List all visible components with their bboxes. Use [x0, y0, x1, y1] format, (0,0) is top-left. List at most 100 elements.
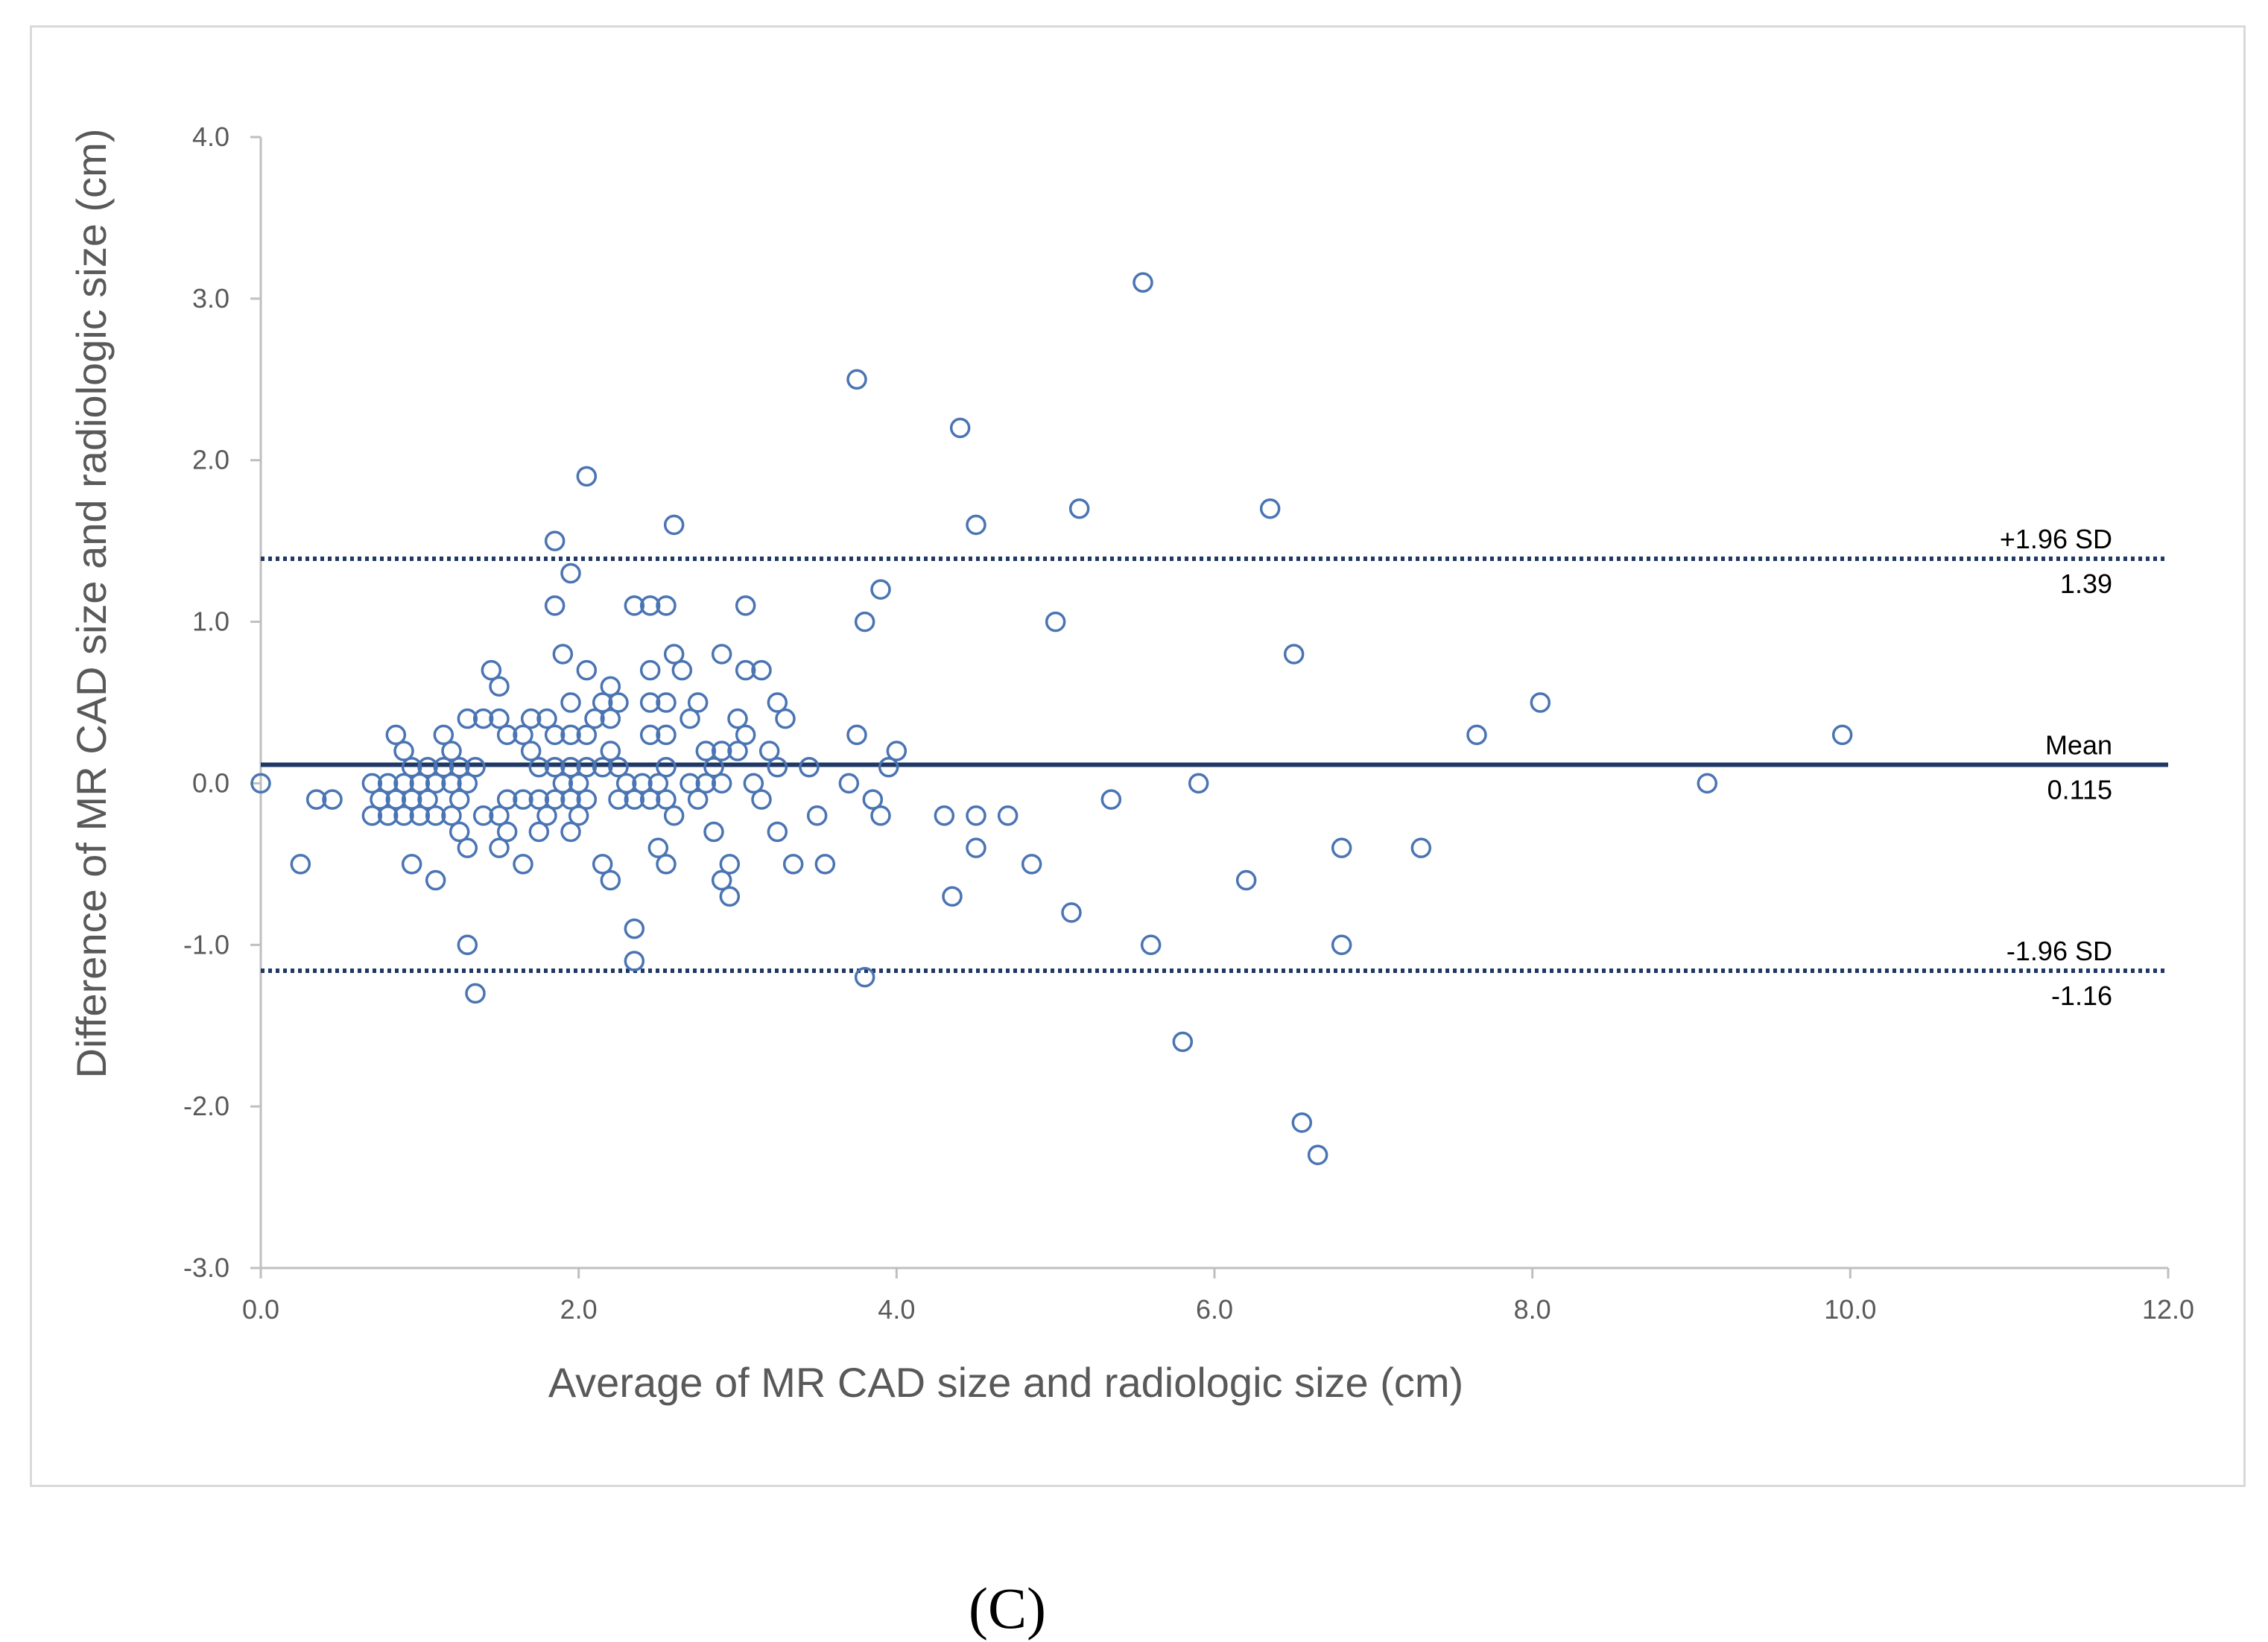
data-point [687, 692, 709, 713]
data-point [290, 854, 311, 875]
data-point [727, 708, 748, 729]
y-tick-label: -3.0 [183, 1252, 229, 1283]
data-point [1331, 837, 1352, 858]
data-point [496, 789, 518, 810]
x-tick-label: 2.0 [560, 1294, 598, 1325]
data-point [552, 773, 574, 794]
data-point [711, 741, 732, 761]
data-point [433, 756, 454, 778]
data-point [624, 951, 645, 971]
data-point [250, 773, 271, 794]
data-point [417, 789, 438, 810]
data-point [560, 724, 581, 746]
data-point [560, 821, 581, 843]
data-point [647, 773, 669, 794]
data-point [1530, 692, 1551, 713]
data-point [767, 821, 788, 843]
x-tick-label: 4.0 [878, 1294, 915, 1325]
data-point [1331, 934, 1352, 956]
data-point [322, 789, 343, 810]
data-point [528, 821, 550, 843]
data-point [441, 741, 462, 761]
data-point [568, 805, 589, 826]
data-point [401, 756, 422, 778]
data-point [656, 756, 677, 778]
data-point [449, 821, 470, 843]
data-point [513, 724, 533, 746]
data-point [1061, 902, 1082, 923]
data-point [1140, 934, 1162, 956]
data-point [600, 869, 621, 891]
data-point [1021, 854, 1042, 875]
data-point [767, 692, 788, 713]
data-point [1283, 644, 1305, 665]
data-point [1259, 498, 1281, 519]
upper-limit-label: +1.96 SD [2000, 524, 2112, 554]
data-point [401, 854, 422, 875]
data-point [361, 773, 383, 794]
x-tick-label: 0.0 [242, 1294, 279, 1325]
data-point [425, 805, 446, 826]
data-point [949, 417, 971, 439]
data-point [624, 918, 645, 939]
data-point [656, 724, 677, 746]
data-point [472, 805, 494, 826]
data-point [966, 514, 986, 536]
data-point [560, 789, 581, 810]
data-point [719, 854, 741, 875]
x-tick-label: 10.0 [1824, 1294, 1876, 1325]
data-point [544, 530, 566, 551]
data-point [544, 756, 566, 778]
data-point [560, 562, 581, 584]
data-point [711, 773, 732, 794]
data-point [592, 854, 613, 875]
data-point [385, 724, 407, 746]
data-point [592, 756, 613, 778]
data-point [393, 773, 414, 794]
data-point [489, 837, 510, 858]
data-point [536, 708, 557, 729]
data-point [576, 659, 598, 681]
data-point [735, 724, 756, 746]
x-axis-title: Average of MR CAD size and radiologic si… [548, 1359, 1463, 1406]
data-point [472, 708, 494, 729]
y-tick-label: -2.0 [183, 1091, 229, 1121]
data-point [377, 773, 399, 794]
data-point [1068, 498, 1090, 519]
data-point [465, 983, 486, 1004]
data-point [576, 724, 598, 746]
data-point [409, 773, 431, 794]
data-point [997, 805, 1019, 826]
data-point [687, 789, 709, 810]
data-point [393, 741, 414, 761]
data-point [377, 805, 399, 826]
data-point [727, 741, 748, 761]
data-point [481, 659, 502, 681]
data-point [496, 821, 518, 843]
data-point [608, 692, 629, 713]
data-point [814, 854, 836, 875]
x-tick-label: 6.0 [1196, 1294, 1233, 1325]
data-point [536, 805, 557, 826]
reference-lines: +1.96 SD 1.39 Mean 0.115 -1.96 SD -1.16 [261, 524, 2168, 1011]
data-point [703, 821, 724, 843]
data-point [425, 869, 446, 891]
data-point [639, 692, 661, 713]
data-point [496, 724, 518, 746]
data-point [520, 741, 542, 761]
data-point [1831, 724, 1853, 746]
y-tick-label: 2.0 [192, 445, 229, 475]
data-point [449, 756, 470, 778]
data-point [663, 644, 685, 665]
data-point [544, 595, 566, 616]
data-point [966, 805, 986, 826]
y-tick-label: 1.0 [192, 606, 229, 637]
data-point [870, 579, 891, 600]
data-point [806, 805, 828, 826]
data-point [457, 708, 478, 729]
data-point [639, 724, 661, 746]
data-point [743, 773, 764, 794]
data-point [513, 789, 533, 810]
data-point [934, 805, 955, 826]
data-point [966, 837, 986, 858]
